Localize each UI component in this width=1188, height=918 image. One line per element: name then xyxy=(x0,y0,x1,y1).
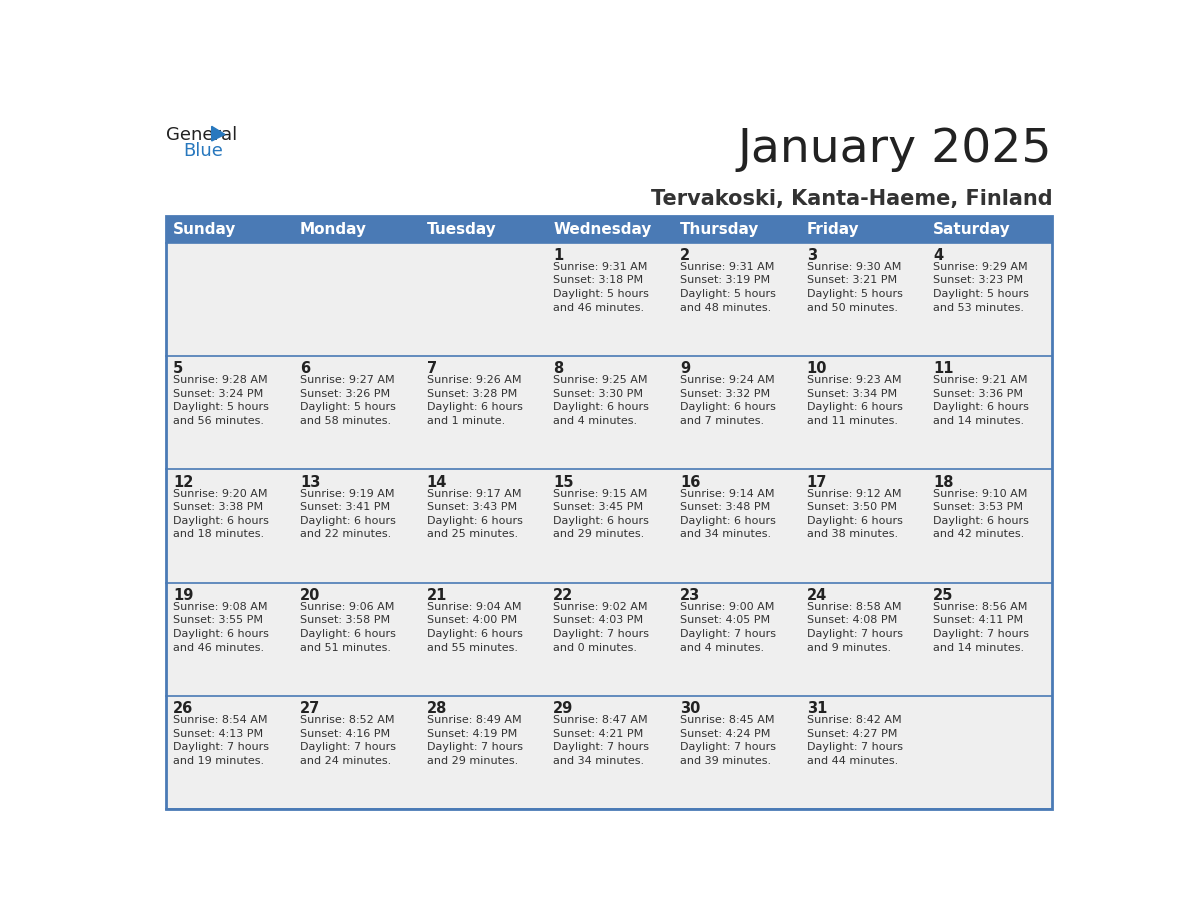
Text: 12: 12 xyxy=(173,475,194,489)
Text: Sunrise: 8:54 AM
Sunset: 4:13 PM
Daylight: 7 hours
and 19 minutes.: Sunrise: 8:54 AM Sunset: 4:13 PM Dayligh… xyxy=(173,715,270,766)
Text: Sunrise: 8:52 AM
Sunset: 4:16 PM
Daylight: 7 hours
and 24 minutes.: Sunrise: 8:52 AM Sunset: 4:16 PM Dayligh… xyxy=(299,715,396,766)
Text: Sunrise: 9:12 AM
Sunset: 3:50 PM
Daylight: 6 hours
and 38 minutes.: Sunrise: 9:12 AM Sunset: 3:50 PM Dayligh… xyxy=(807,488,903,540)
Text: 25: 25 xyxy=(934,588,954,603)
Text: Sunrise: 9:17 AM
Sunset: 3:43 PM
Daylight: 6 hours
and 25 minutes.: Sunrise: 9:17 AM Sunset: 3:43 PM Dayligh… xyxy=(426,488,523,540)
Text: Thursday: Thursday xyxy=(680,222,759,237)
FancyBboxPatch shape xyxy=(165,356,1053,469)
Text: Sunrise: 9:23 AM
Sunset: 3:34 PM
Daylight: 6 hours
and 11 minutes.: Sunrise: 9:23 AM Sunset: 3:34 PM Dayligh… xyxy=(807,375,903,426)
Text: Sunrise: 8:56 AM
Sunset: 4:11 PM
Daylight: 7 hours
and 14 minutes.: Sunrise: 8:56 AM Sunset: 4:11 PM Dayligh… xyxy=(934,602,1029,653)
Text: Sunrise: 9:10 AM
Sunset: 3:53 PM
Daylight: 6 hours
and 42 minutes.: Sunrise: 9:10 AM Sunset: 3:53 PM Dayligh… xyxy=(934,488,1029,540)
Text: Sunrise: 9:21 AM
Sunset: 3:36 PM
Daylight: 6 hours
and 14 minutes.: Sunrise: 9:21 AM Sunset: 3:36 PM Dayligh… xyxy=(934,375,1029,426)
Text: Sunrise: 9:20 AM
Sunset: 3:38 PM
Daylight: 6 hours
and 18 minutes.: Sunrise: 9:20 AM Sunset: 3:38 PM Dayligh… xyxy=(173,488,270,540)
Text: 6: 6 xyxy=(299,362,310,376)
Text: Sunrise: 8:42 AM
Sunset: 4:27 PM
Daylight: 7 hours
and 44 minutes.: Sunrise: 8:42 AM Sunset: 4:27 PM Dayligh… xyxy=(807,715,903,766)
Text: Sunrise: 9:27 AM
Sunset: 3:26 PM
Daylight: 5 hours
and 58 minutes.: Sunrise: 9:27 AM Sunset: 3:26 PM Dayligh… xyxy=(299,375,396,426)
Text: Tuesday: Tuesday xyxy=(426,222,497,237)
Polygon shape xyxy=(211,127,225,141)
Text: 29: 29 xyxy=(554,701,574,716)
Text: 9: 9 xyxy=(680,362,690,376)
Text: Sunday: Sunday xyxy=(173,222,236,237)
Text: 8: 8 xyxy=(554,362,563,376)
Text: 20: 20 xyxy=(299,588,321,603)
Text: 28: 28 xyxy=(426,701,447,716)
FancyBboxPatch shape xyxy=(165,583,1053,696)
Text: Sunrise: 9:14 AM
Sunset: 3:48 PM
Daylight: 6 hours
and 34 minutes.: Sunrise: 9:14 AM Sunset: 3:48 PM Dayligh… xyxy=(680,488,776,540)
Text: 16: 16 xyxy=(680,475,700,489)
Text: 2: 2 xyxy=(680,248,690,263)
Text: 14: 14 xyxy=(426,475,447,489)
Text: Sunrise: 9:08 AM
Sunset: 3:55 PM
Daylight: 6 hours
and 46 minutes.: Sunrise: 9:08 AM Sunset: 3:55 PM Dayligh… xyxy=(173,602,270,653)
Text: Tervakoski, Kanta-Haeme, Finland: Tervakoski, Kanta-Haeme, Finland xyxy=(651,189,1053,208)
Text: January 2025: January 2025 xyxy=(738,127,1053,172)
Text: 4: 4 xyxy=(934,248,943,263)
FancyBboxPatch shape xyxy=(165,696,1053,810)
Text: General: General xyxy=(165,126,236,143)
Text: Blue: Blue xyxy=(183,142,223,161)
Text: 30: 30 xyxy=(680,701,700,716)
Text: 7: 7 xyxy=(426,362,437,376)
Text: Wednesday: Wednesday xyxy=(554,222,652,237)
Text: 18: 18 xyxy=(934,475,954,489)
Text: Sunrise: 9:04 AM
Sunset: 4:00 PM
Daylight: 6 hours
and 55 minutes.: Sunrise: 9:04 AM Sunset: 4:00 PM Dayligh… xyxy=(426,602,523,653)
Text: Sunrise: 9:30 AM
Sunset: 3:21 PM
Daylight: 5 hours
and 50 minutes.: Sunrise: 9:30 AM Sunset: 3:21 PM Dayligh… xyxy=(807,262,903,313)
Text: Sunrise: 8:47 AM
Sunset: 4:21 PM
Daylight: 7 hours
and 34 minutes.: Sunrise: 8:47 AM Sunset: 4:21 PM Dayligh… xyxy=(554,715,650,766)
Text: Sunrise: 9:24 AM
Sunset: 3:32 PM
Daylight: 6 hours
and 7 minutes.: Sunrise: 9:24 AM Sunset: 3:32 PM Dayligh… xyxy=(680,375,776,426)
Text: Sunrise: 9:29 AM
Sunset: 3:23 PM
Daylight: 5 hours
and 53 minutes.: Sunrise: 9:29 AM Sunset: 3:23 PM Dayligh… xyxy=(934,262,1029,313)
Text: 21: 21 xyxy=(426,588,447,603)
Text: 5: 5 xyxy=(173,362,184,376)
FancyBboxPatch shape xyxy=(165,469,1053,583)
Text: Sunrise: 9:28 AM
Sunset: 3:24 PM
Daylight: 5 hours
and 56 minutes.: Sunrise: 9:28 AM Sunset: 3:24 PM Dayligh… xyxy=(173,375,270,426)
Text: 27: 27 xyxy=(299,701,321,716)
Text: 23: 23 xyxy=(680,588,700,603)
Text: Sunrise: 8:58 AM
Sunset: 4:08 PM
Daylight: 7 hours
and 9 minutes.: Sunrise: 8:58 AM Sunset: 4:08 PM Dayligh… xyxy=(807,602,903,653)
Text: Sunrise: 9:00 AM
Sunset: 4:05 PM
Daylight: 7 hours
and 4 minutes.: Sunrise: 9:00 AM Sunset: 4:05 PM Dayligh… xyxy=(680,602,776,653)
Text: 15: 15 xyxy=(554,475,574,489)
FancyBboxPatch shape xyxy=(165,242,1053,356)
Text: Sunrise: 9:25 AM
Sunset: 3:30 PM
Daylight: 6 hours
and 4 minutes.: Sunrise: 9:25 AM Sunset: 3:30 PM Dayligh… xyxy=(554,375,649,426)
Text: 1: 1 xyxy=(554,248,563,263)
Text: 13: 13 xyxy=(299,475,321,489)
Text: 11: 11 xyxy=(934,362,954,376)
Text: Friday: Friday xyxy=(807,222,859,237)
Text: Monday: Monday xyxy=(299,222,367,237)
Text: Sunrise: 9:02 AM
Sunset: 4:03 PM
Daylight: 7 hours
and 0 minutes.: Sunrise: 9:02 AM Sunset: 4:03 PM Dayligh… xyxy=(554,602,650,653)
Text: Sunrise: 9:31 AM
Sunset: 3:18 PM
Daylight: 5 hours
and 46 minutes.: Sunrise: 9:31 AM Sunset: 3:18 PM Dayligh… xyxy=(554,262,649,313)
Text: 22: 22 xyxy=(554,588,574,603)
Text: 19: 19 xyxy=(173,588,194,603)
Text: Saturday: Saturday xyxy=(934,222,1011,237)
Text: Sunrise: 9:31 AM
Sunset: 3:19 PM
Daylight: 5 hours
and 48 minutes.: Sunrise: 9:31 AM Sunset: 3:19 PM Dayligh… xyxy=(680,262,776,313)
Text: 3: 3 xyxy=(807,248,816,263)
Text: 26: 26 xyxy=(173,701,194,716)
Text: Sunrise: 8:49 AM
Sunset: 4:19 PM
Daylight: 7 hours
and 29 minutes.: Sunrise: 8:49 AM Sunset: 4:19 PM Dayligh… xyxy=(426,715,523,766)
Text: Sunrise: 9:26 AM
Sunset: 3:28 PM
Daylight: 6 hours
and 1 minute.: Sunrise: 9:26 AM Sunset: 3:28 PM Dayligh… xyxy=(426,375,523,426)
Text: 17: 17 xyxy=(807,475,827,489)
Text: 31: 31 xyxy=(807,701,827,716)
Text: Sunrise: 9:15 AM
Sunset: 3:45 PM
Daylight: 6 hours
and 29 minutes.: Sunrise: 9:15 AM Sunset: 3:45 PM Dayligh… xyxy=(554,488,649,540)
Text: 10: 10 xyxy=(807,362,827,376)
Text: 24: 24 xyxy=(807,588,827,603)
Text: Sunrise: 9:06 AM
Sunset: 3:58 PM
Daylight: 6 hours
and 51 minutes.: Sunrise: 9:06 AM Sunset: 3:58 PM Dayligh… xyxy=(299,602,396,653)
FancyBboxPatch shape xyxy=(165,217,1053,242)
Text: Sunrise: 8:45 AM
Sunset: 4:24 PM
Daylight: 7 hours
and 39 minutes.: Sunrise: 8:45 AM Sunset: 4:24 PM Dayligh… xyxy=(680,715,776,766)
Text: Sunrise: 9:19 AM
Sunset: 3:41 PM
Daylight: 6 hours
and 22 minutes.: Sunrise: 9:19 AM Sunset: 3:41 PM Dayligh… xyxy=(299,488,396,540)
